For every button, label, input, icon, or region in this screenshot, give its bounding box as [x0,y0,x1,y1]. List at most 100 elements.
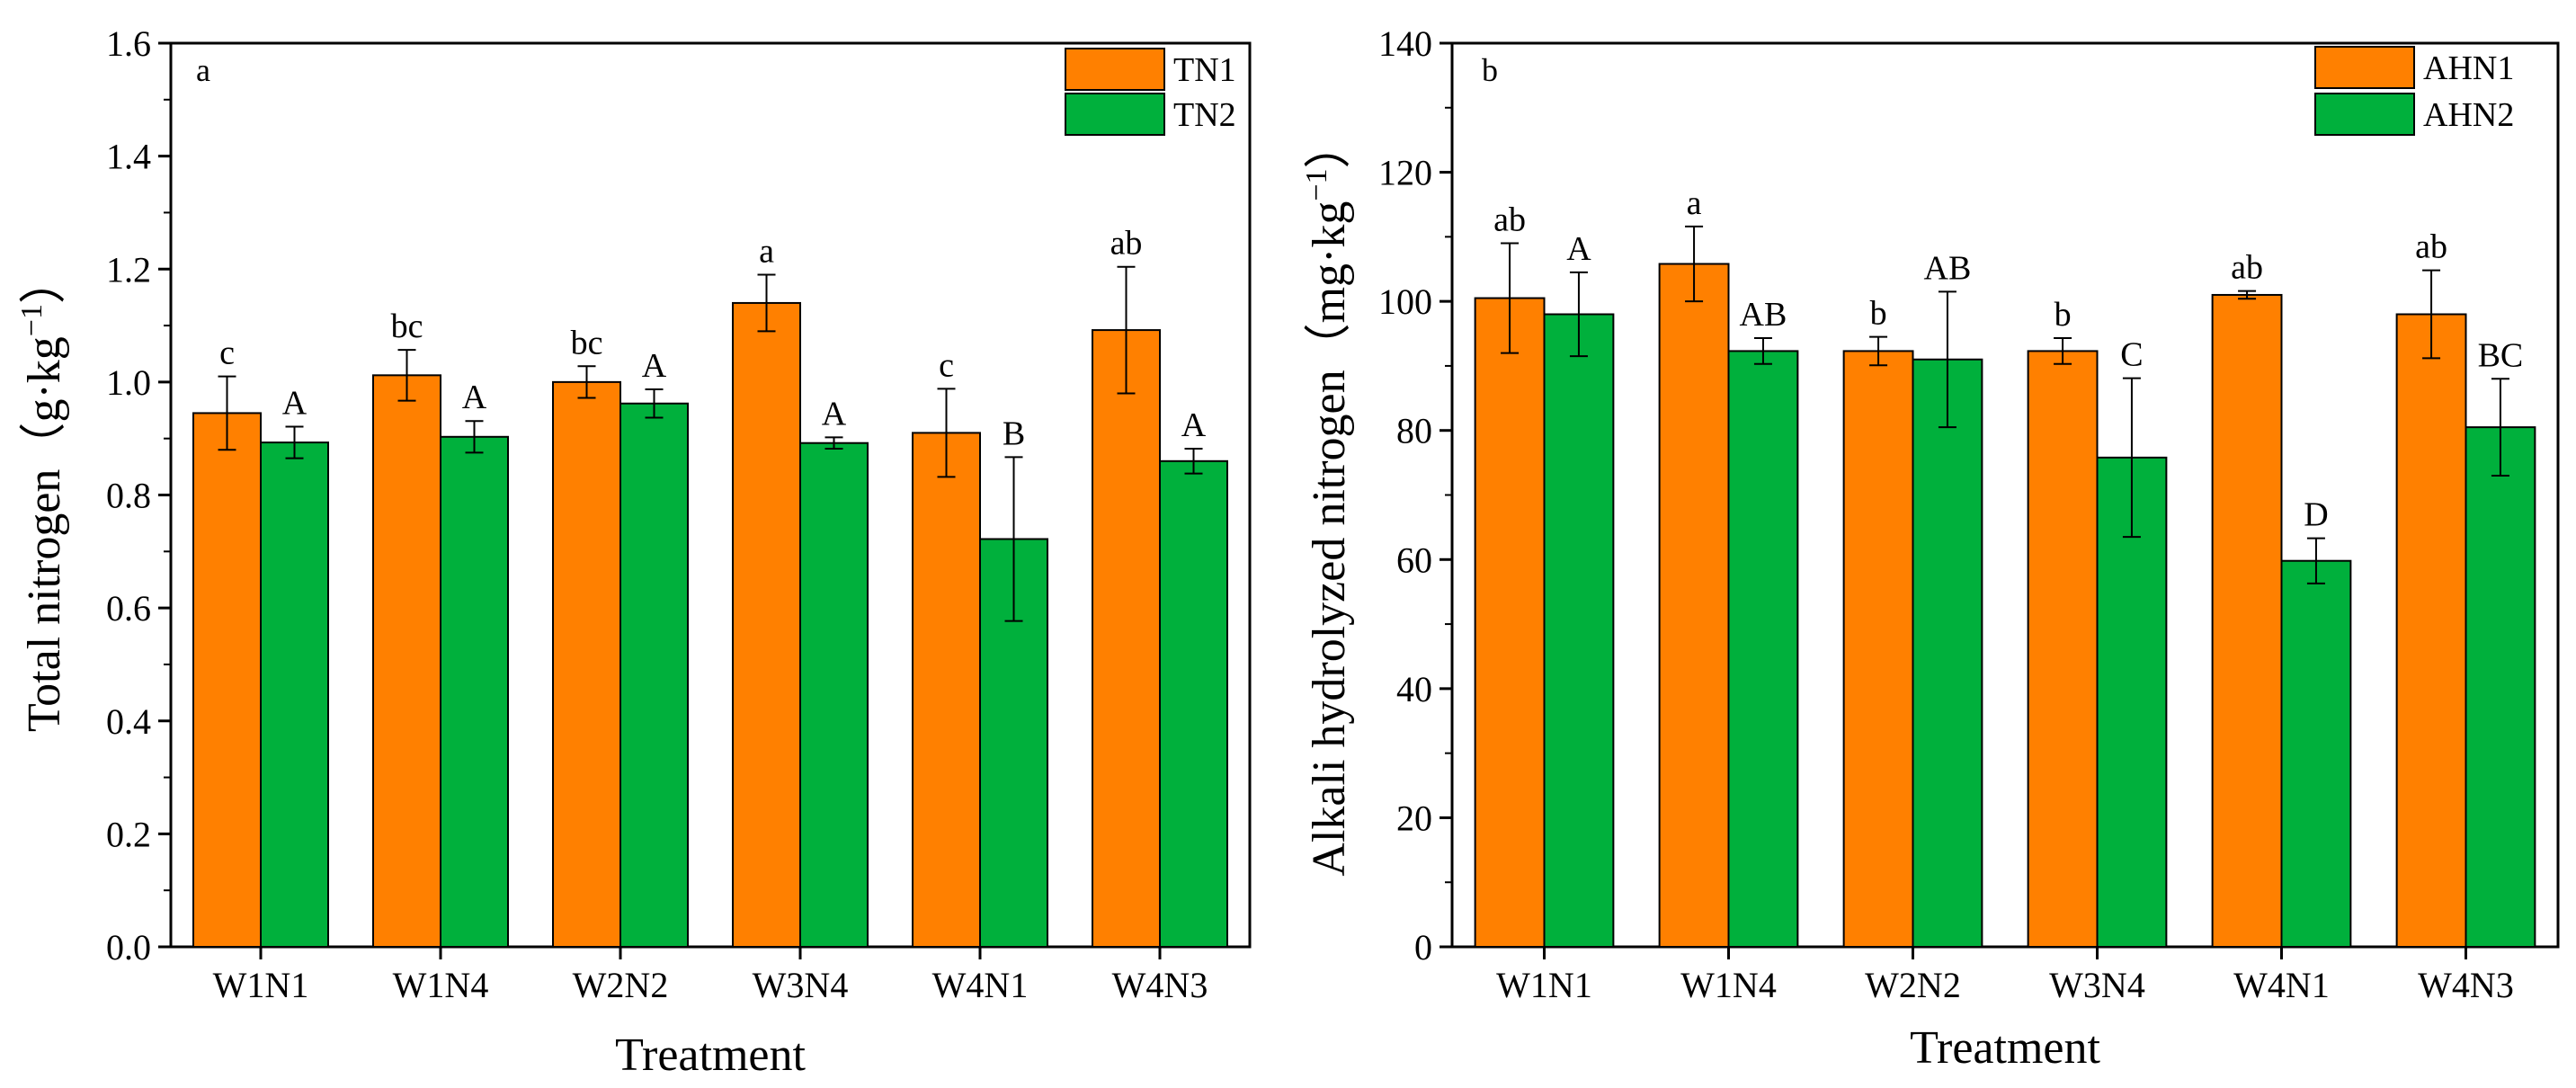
bar-tn2-w4n3 [1159,459,1228,948]
y-tick-label-a-3: 0.6 [106,588,151,629]
bar-ahn2-w1n4 [1727,350,1799,948]
bar-ahn1-w4n3 [2395,313,2467,948]
panel-a: 0.0 0.2 0.4 0.6 0.8 1.0 1.2 1.4 1.6 c bc bc a c ab A A A… [15,23,1252,1081]
y-tick-label-b-4: 80 [1396,411,1432,451]
y-axis-title-unit-sup-a: −1 [15,304,49,336]
x-tick-label-a-w1n1: W1N1 [213,965,309,1005]
legend-swatch-ahn1 [2314,46,2415,89]
y-tick-label-b-1: 20 [1396,798,1432,838]
legend-label-tn1: TN1 [1173,51,1236,89]
significance-letters-a: c bc bc a c ab A A A A B A [219,225,1207,453]
y-tick-label-a-7: 1.4 [106,137,151,177]
bar-ahn2-w1n1 [1543,313,1615,948]
x-tick-label-b-w4n3: W4N3 [2418,965,2514,1005]
panel-label-a: a [196,52,210,88]
y-axis-title-a: Total nitrogen（g·kg−1） [15,257,70,732]
x-axis-title-b: Treatment [1910,1022,2100,1074]
bar-ahn2-w3n4 [2096,456,2168,949]
x-tick-label-a-w1n4: W1N4 [393,965,489,1005]
significance-letter-tn2-w4n3: A [1181,406,1207,444]
y-axis-title-unit-close-a: ） [19,257,70,304]
legend-label-ahn1: AHN1 [2423,49,2514,87]
bar-ahn1-w2n2 [1842,350,1914,948]
panel-label-b: b [1482,52,1498,88]
legend-swatch-ahn2 [2314,93,2415,136]
x-tick-label-b-w2n2: W2N2 [1865,965,1961,1005]
bar-ahn1-w1n1 [1474,297,1546,948]
error-bars-a [218,265,1203,622]
y-tick-label-b-6: 120 [1378,153,1432,193]
bar-ahn1-w3n4 [2027,350,2099,948]
x-tick-label-a-w4n1: W4N1 [932,965,1029,1005]
y-tick-label-a-8: 1.6 [106,23,151,64]
significance-letter-ahn2-w4n3: BC [2478,336,2524,374]
significance-letter-ahn2-w1n4: AB [1740,296,1787,334]
bar-tn2-w3n4 [799,441,869,948]
y-axis-title-unit-close-b: ） [1304,121,1355,168]
error-bars-b [1501,225,2509,584]
x-tick-label-a-w4n3: W4N3 [1112,965,1208,1005]
significance-letter-ahn2-w1n1: A [1566,230,1591,268]
bar-tn1-w4n1 [912,432,981,948]
y-axis-ticks-b: 0 20 40 60 80 100 120 140 [1378,23,1452,968]
y-tick-label-a-5: 1.0 [106,362,151,403]
bar-tn1-w1n4 [372,374,441,948]
significance-letter-tn1-w4n3: ab [1110,225,1143,263]
bar-tn1-w3n4 [732,301,801,948]
significance-letter-tn2-w1n4: A [462,379,487,416]
y-axis-ticks-a: 0.0 0.2 0.4 0.6 0.8 1.0 1.2 1.4 1.6 [106,23,171,968]
y-axis-title-b: Alkali hydrolyzed nitrogen（mg·kg−1） [1300,121,1355,876]
bar-ahn1-w4n1 [2211,293,2283,948]
x-tick-label-b-w1n1: W1N1 [1496,965,1592,1005]
y-axis-title-unit-sup-b: −1 [1300,168,1333,201]
bar-ahn2-w2n2 [1912,358,1983,948]
y-tick-label-a-4: 0.8 [106,476,151,516]
bar-tn2-w2n2 [619,402,689,948]
y-axis-title-main-b: Alkali hydrolyzed nitrogen [1304,370,1355,876]
bar-ahn2-w4n1 [2280,559,2352,948]
significance-letter-ahn2-w2n2: AB [1924,249,1972,287]
y-axis-title-unit-a: （g·kg [19,336,70,468]
y-tick-label-a-0: 0.0 [106,927,151,968]
significance-letter-tn2-w3n4: A [822,395,847,433]
significance-letter-ahn1-w4n3: ab [2415,228,2447,266]
bar-ahn2-w4n3 [2465,426,2536,948]
bar-ahn1-w1n4 [1658,263,1730,948]
x-tick-label-a-w2n2: W2N2 [573,965,669,1005]
bar-tn1-w2n2 [552,380,621,948]
legend-label-tn2: TN2 [1173,96,1236,134]
y-tick-label-b-7: 140 [1378,23,1432,64]
significance-letter-tn1-w2n2: bc [571,324,603,361]
bar-tn1-w4n3 [1092,329,1161,948]
significance-letter-tn2-w2n2: A [642,347,667,385]
significance-letter-ahn2-w3n4: C [2120,336,2143,374]
bar-tn1-w1n1 [192,412,262,948]
plot-frame-a [169,41,1252,949]
legend-swatch-tn2 [1065,93,1165,136]
significance-letter-ahn1-w4n1: ab [2231,249,2263,287]
significance-letter-tn2-w1n1: A [282,384,308,422]
x-axis-ticks-b: W1N1 W1N4 W2N2 W3N4 W4N1 W4N3 [1496,947,2514,1005]
significance-letter-ahn1-w2n2: b [1870,295,1887,333]
bars-b [1474,263,2536,949]
x-tick-label-a-w3n4: W3N4 [753,965,849,1005]
bar-tn2-w1n4 [440,435,509,949]
legend-swatch-tn1 [1065,48,1165,91]
significance-letter-tn1-w4n1: c [939,346,954,384]
significance-letter-ahn1-w3n4: b [2055,296,2072,334]
y-axis-title-unit-b: （mg·kg [1304,201,1355,370]
x-tick-label-b-w3n4: W3N4 [2049,965,2145,1005]
y-tick-label-a-6: 1.2 [106,249,151,290]
legend-b: AHN1 AHN2 [2314,46,2514,136]
significance-letter-tn1-w1n4: bc [391,308,423,345]
plot-frame-b [1450,41,2560,949]
significance-letter-tn2-w4n1: B [1003,415,1025,452]
significance-letter-ahn2-w4n1: D [2304,496,2328,534]
legend-label-ahn2: AHN2 [2423,96,2514,134]
y-tick-label-b-0: 0 [1414,927,1432,968]
significance-letter-ahn1-w1n1: ab [1493,201,1526,239]
y-tick-label-a-1: 0.2 [106,814,151,854]
